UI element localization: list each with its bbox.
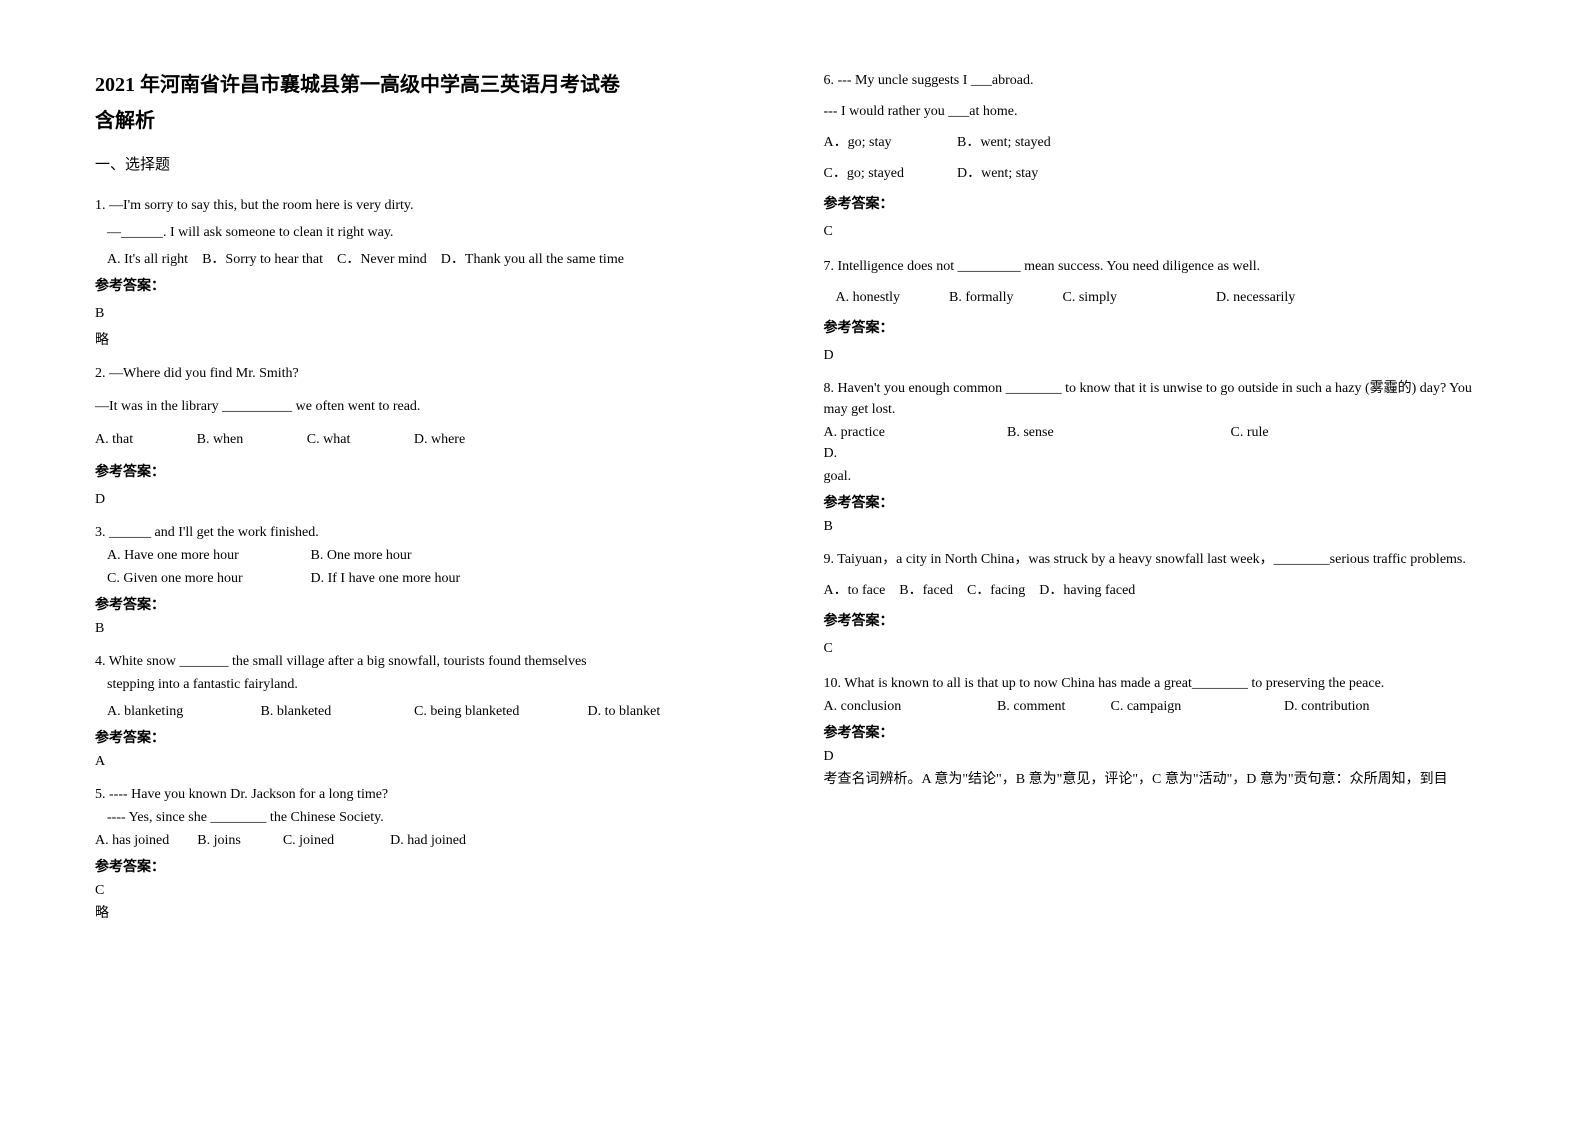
q3-opts-row1: A. Have one more hour B. One more hour [95, 545, 764, 566]
question-5: 5. ---- Have you known Dr. Jackson for a… [95, 784, 764, 924]
q5-line2: ---- Yes, since she ________ the Chinese… [95, 807, 764, 828]
question-9: 9. Taiyuan，a city in North China，was str… [824, 549, 1493, 659]
q6-line1: 6. --- My uncle suggests I ___abroad. [824, 70, 1493, 91]
q9-answer-label: 参考答案： [824, 611, 1493, 632]
q10-explain: 考查名词辨析。A 意为"结论"，B 意为"意见，评论"，C 意为"活动"，D 意… [824, 769, 1493, 790]
q6-opt-c: C．go; stayed [824, 163, 954, 184]
q10-answer: D [824, 746, 1493, 767]
question-1: 1. —I'm sorry to say this, but the room … [95, 195, 764, 351]
q8-answer: B [824, 516, 1493, 537]
q6-answer-label: 参考答案： [824, 194, 1493, 215]
q4-opt-c: C. being blanketed [414, 701, 584, 722]
q5-note: 略 [95, 903, 764, 924]
q4-opt-d: D. to blanket [588, 704, 661, 719]
q7-opt-d: D. necessarily [1216, 290, 1295, 305]
q2-answer: D [95, 489, 764, 510]
q2-line2: —It was in the library __________ we oft… [95, 396, 764, 417]
q8-opt-c: C. rule [1231, 422, 1491, 443]
q1-line1: 1. —I'm sorry to say this, but the room … [95, 195, 764, 216]
q6-line2: --- I would rather you ___at home. [824, 101, 1493, 122]
q5-answer-label: 参考答案： [95, 857, 764, 878]
q1-options: A. It's all right B．Sorry to hear that C… [95, 249, 764, 270]
q4-answer-label: 参考答案： [95, 728, 764, 749]
question-3: 3. ______ and I'll get the work finished… [95, 522, 764, 639]
q8-answer-label: 参考答案： [824, 493, 1493, 514]
q4-line1: 4. White snow _______ the small village … [95, 651, 764, 672]
q9-options: A．to face B．faced C．facing D．having face… [824, 580, 1493, 601]
question-10: 10. What is known to all is that up to n… [824, 673, 1493, 790]
q2-opt-c: C. what [307, 429, 351, 450]
q4-line2: stepping into a fantastic fairyland. [95, 674, 764, 695]
q7-opt-b: B. formally [949, 287, 1059, 308]
left-column: 2021 年河南省许昌市襄城县第一高级中学高三英语月考试卷 含解析 一、选择题 … [95, 70, 764, 936]
q7-opt-a: A. honestly [836, 287, 946, 308]
q7-line1: 7. Intelligence does not _________ mean … [824, 256, 1493, 277]
q10-opt-a: A. conclusion [824, 696, 994, 717]
q3-line1: 3. ______ and I'll get the work finished… [95, 522, 764, 543]
q1-note: 略 [95, 330, 764, 351]
q4-opt-b: B. blanketed [261, 701, 411, 722]
q3-opt-b: B. One more hour [311, 548, 412, 563]
exam-subtitle: 含解析 [95, 106, 764, 136]
q5-opts: A. has joined B. joins C. joined D. had … [95, 833, 466, 848]
q3-opt-c: C. Given one more hour [107, 568, 307, 589]
q10-opt-d: D. contribution [1284, 699, 1370, 714]
q9-line1: 9. Taiyuan，a city in North China，was str… [824, 549, 1493, 570]
q3-opt-a: A. Have one more hour [107, 545, 307, 566]
q4-answer: A [95, 751, 764, 772]
q1-answer-label: 参考答案： [95, 276, 764, 297]
q4-opt-a: A. blanketing [107, 701, 257, 722]
q1-answer: B [95, 303, 764, 324]
q2-opt-b: B. when [197, 429, 244, 450]
question-2: 2. —Where did you find Mr. Smith? —It wa… [95, 363, 764, 510]
question-8: 8. Haven't you enough common ________ to… [824, 378, 1493, 537]
q7-answer: D [824, 345, 1493, 366]
q10-line1: 10. What is known to all is that up to n… [824, 673, 1493, 694]
q10-answer-label: 参考答案： [824, 723, 1493, 744]
q10-options: A. conclusion B. comment C. campaign D. … [824, 696, 1493, 717]
q2-opt-a: A. that [95, 429, 133, 450]
q6-options-r1: A．go; stay B．went; stayed [824, 132, 1493, 153]
q8-line2: goal. [824, 466, 1493, 487]
q3-answer-label: 参考答案： [95, 595, 764, 616]
q1-line2: —______. I will ask someone to clean it … [95, 222, 764, 243]
q5-answer: C [95, 880, 764, 901]
q6-options-r2: C．go; stayed D．went; stay [824, 163, 1493, 184]
q7-options: A. honestly B. formally C. simply D. nec… [824, 287, 1493, 308]
q5-options: A. has joined B. joins C. joined D. had … [95, 830, 764, 851]
q10-opt-b: B. comment [997, 696, 1107, 717]
q2-answer-label: 参考答案： [95, 462, 764, 483]
q8-opt-b: B. sense [1007, 422, 1227, 443]
q6-opt-a: A．go; stay [824, 132, 954, 153]
q5-line1: 5. ---- Have you known Dr. Jackson for a… [95, 784, 764, 805]
q8-line1: 8. Haven't you enough common ________ to… [824, 378, 1493, 420]
q3-answer: B [95, 618, 764, 639]
q7-opt-c: C. simply [1063, 287, 1213, 308]
q2-line1: 2. —Where did you find Mr. Smith? [95, 363, 764, 384]
q6-answer: C [824, 221, 1493, 242]
q6-opt-d: D．went; stay [957, 166, 1038, 181]
q7-answer-label: 参考答案： [824, 318, 1493, 339]
q6-opt-b: B．went; stayed [957, 135, 1051, 150]
question-4: 4. White snow _______ the small village … [95, 651, 764, 772]
question-6: 6. --- My uncle suggests I ___abroad. --… [824, 70, 1493, 242]
q3-opt-d: D. If I have one more hour [311, 571, 461, 586]
q3-opts-row2: C. Given one more hour D. If I have one … [95, 568, 764, 589]
q8-options: A. practice B. sense C. rule D. [824, 422, 1493, 464]
q10-opt-c: C. campaign [1111, 696, 1281, 717]
section-1-header: 一、选择题 [95, 154, 764, 177]
right-column: 6. --- My uncle suggests I ___abroad. --… [824, 70, 1493, 936]
q8-opt-a: A. practice [824, 422, 1004, 443]
question-7: 7. Intelligence does not _________ mean … [824, 256, 1493, 366]
q2-opt-d: D. where [414, 432, 465, 447]
q4-options: A. blanketing B. blanketed C. being blan… [95, 701, 764, 722]
q8-opt-d: D. [824, 446, 838, 461]
q2-options: A. that B. when C. what D. where [95, 429, 764, 450]
exam-title: 2021 年河南省许昌市襄城县第一高级中学高三英语月考试卷 [95, 70, 764, 100]
q9-answer: C [824, 638, 1493, 659]
